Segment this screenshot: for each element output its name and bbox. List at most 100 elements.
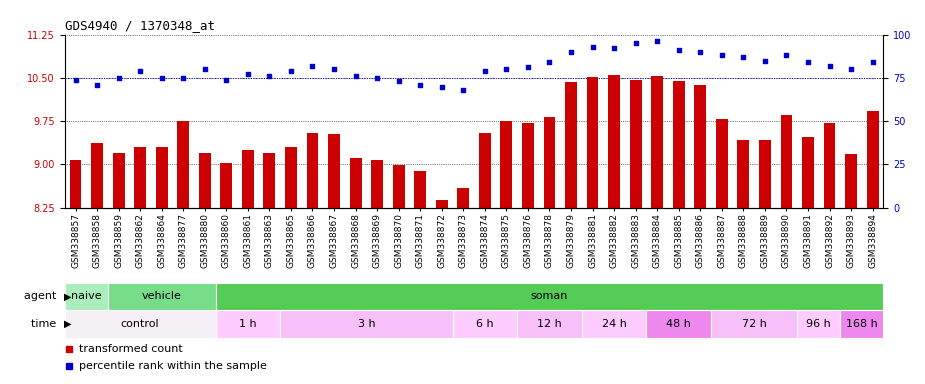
Text: percentile rank within the sample: percentile rank within the sample [80,361,267,371]
Point [758,58,772,64]
Bar [452,310,517,338]
Bar [108,283,216,310]
Bar [711,310,797,338]
Bar [280,310,452,338]
Bar [113,154,125,208]
Text: agent: agent [24,291,60,301]
Point [477,68,492,74]
Bar [65,310,216,338]
Text: 6 h: 6 h [476,319,494,329]
Point [649,38,664,45]
Bar [457,187,469,208]
Point [628,40,643,46]
Bar [134,147,146,208]
Text: soman: soman [531,291,568,301]
Point [435,83,450,89]
Bar [155,147,167,208]
Bar [586,77,598,208]
Bar [350,157,362,208]
Text: transformed count: transformed count [80,344,183,354]
Point [391,78,406,84]
Bar [672,81,684,208]
Bar [517,310,582,338]
Bar [414,171,426,208]
Bar [328,134,340,208]
Bar [695,85,706,208]
Bar [242,150,253,208]
Point [133,68,148,74]
Bar [759,140,771,208]
Point [586,44,600,50]
Bar [178,121,189,208]
Bar [500,121,512,208]
Point [370,75,385,81]
Text: GDS4940 / 1370348_at: GDS4940 / 1370348_at [65,19,215,32]
Text: time: time [31,319,60,329]
Bar [867,111,879,208]
Text: 72 h: 72 h [742,319,767,329]
Point [499,66,513,72]
Point [240,71,255,78]
Point [327,66,341,72]
Point [68,76,83,83]
Point [607,45,622,51]
Bar [522,123,534,208]
Bar [264,153,276,208]
Text: 96 h: 96 h [807,319,832,329]
Point [779,52,794,58]
Point [90,82,105,88]
Bar [582,310,647,338]
Point [305,63,320,69]
Bar [716,119,728,208]
Point [348,73,363,79]
Point [672,47,686,53]
Point [154,75,169,81]
Text: ▶: ▶ [64,319,71,329]
Bar [845,154,857,208]
Text: 1 h: 1 h [239,319,256,329]
Point [176,75,191,81]
Point [563,49,578,55]
Text: 168 h: 168 h [846,319,878,329]
Bar [216,283,883,310]
Bar [65,283,108,310]
Point [736,54,751,60]
Bar [216,310,280,338]
Bar [393,165,404,208]
Bar [651,76,663,208]
Bar [781,115,793,208]
Bar [371,160,383,208]
Bar [737,140,749,208]
Text: control: control [121,319,159,329]
Point [111,75,126,81]
Point [714,52,729,58]
Text: vehicle: vehicle [142,291,181,301]
Text: naive: naive [71,291,102,301]
Bar [436,200,448,208]
Bar [608,75,620,208]
Text: 12 h: 12 h [537,319,561,329]
Point [197,66,212,72]
Point [800,59,815,65]
Point [262,73,277,79]
Bar [802,137,814,208]
Point [284,68,299,74]
Bar [92,143,103,208]
Bar [565,83,577,208]
Bar [647,310,711,338]
Bar [797,310,840,338]
Text: ▶: ▶ [64,291,71,301]
Point [521,65,536,71]
Text: 3 h: 3 h [358,319,376,329]
Bar [306,133,318,208]
Point [456,87,471,93]
Bar [199,153,211,208]
Text: 24 h: 24 h [601,319,626,329]
Point [542,59,557,65]
Point [822,63,837,69]
Point [413,82,427,88]
Point [865,59,880,65]
Point [844,66,858,72]
Bar [544,116,555,208]
Point [219,76,234,83]
